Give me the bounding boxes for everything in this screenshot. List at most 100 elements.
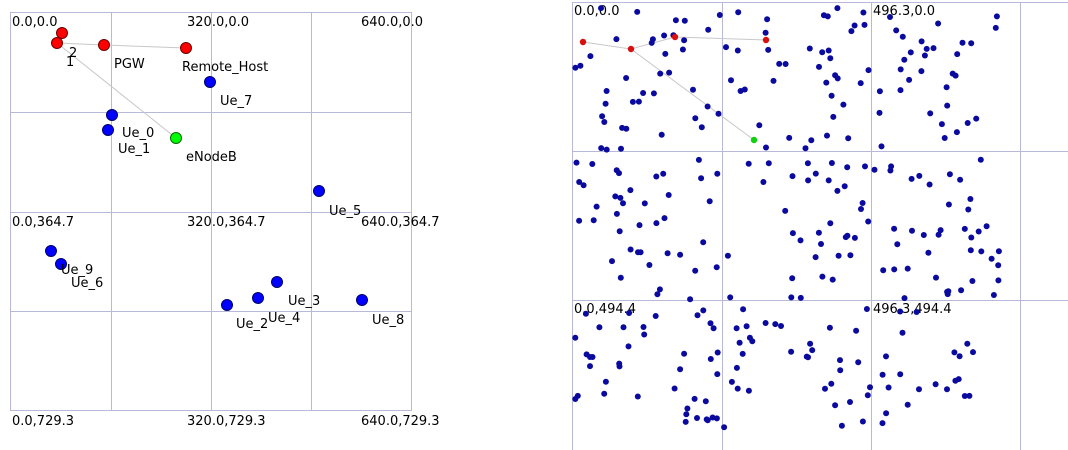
ue-dot[interactable] (909, 227, 915, 234)
ue-dot[interactable] (958, 287, 965, 294)
ue-dot[interactable] (760, 179, 767, 185)
ue-dot[interactable] (745, 387, 752, 394)
ue-dot[interactable] (724, 252, 731, 259)
ue-dot[interactable] (690, 86, 696, 93)
ue-dot[interactable] (885, 384, 892, 391)
ue-dot[interactable] (657, 70, 664, 77)
ue-dot[interactable] (707, 320, 714, 327)
ue-dot[interactable] (736, 339, 743, 346)
ue-dot[interactable] (700, 239, 707, 246)
ue-dot[interactable] (837, 367, 844, 374)
node-ue-marker[interactable] (356, 294, 368, 306)
ue-dot[interactable] (961, 225, 968, 232)
node-ue3[interactable]: Ue_3 (271, 276, 321, 310)
node-ue-marker[interactable] (313, 185, 325, 197)
ue-dot[interactable] (845, 135, 852, 142)
ue-dot[interactable] (580, 182, 587, 189)
ue-dot[interactable] (827, 220, 834, 227)
ue-dot[interactable] (967, 247, 974, 254)
ue-dot[interactable] (804, 160, 811, 167)
node-ue-marker[interactable] (102, 124, 114, 136)
ue-dot[interactable] (789, 230, 796, 237)
ue-dot[interactable] (641, 200, 648, 207)
ue-dot[interactable] (653, 220, 660, 227)
ue-dot[interactable] (809, 347, 816, 354)
ue-dot[interactable] (887, 14, 893, 20)
ue-dot[interactable] (635, 98, 642, 105)
ue-dot[interactable] (879, 420, 886, 427)
ue-dot[interactable] (619, 124, 626, 131)
ue-dot[interactable] (860, 9, 867, 16)
ue-dot[interactable] (789, 275, 796, 282)
ue-dot[interactable] (646, 262, 653, 268)
ue-dot[interactable] (847, 252, 854, 259)
ue-dot[interactable] (965, 206, 972, 213)
ue-dot[interactable] (587, 363, 593, 370)
node-core-marker[interactable] (98, 39, 110, 51)
ue-dot[interactable] (883, 353, 889, 360)
ue-dot[interactable] (812, 254, 819, 261)
ue-dot[interactable] (918, 68, 925, 75)
ue-dot[interactable] (714, 371, 721, 378)
ue-dot[interactable] (894, 241, 901, 248)
ue-dot[interactable] (968, 40, 975, 47)
ue-dot[interactable] (664, 250, 671, 257)
ue-dot[interactable] (818, 241, 824, 247)
ue-dot[interactable] (930, 45, 937, 52)
ue-dot[interactable] (576, 179, 583, 185)
ue-dot[interactable] (951, 349, 958, 356)
ue-dot[interactable] (925, 249, 932, 256)
ue-dot[interactable] (920, 232, 927, 238)
ue-dot[interactable] (603, 88, 610, 94)
ue-dot[interactable] (876, 88, 883, 95)
ue-dot[interactable] (904, 401, 911, 408)
ue-dot[interactable] (933, 274, 939, 281)
node-ue7[interactable]: Ue_7 (204, 76, 253, 110)
ue-dot[interactable] (692, 115, 699, 122)
ue-dot[interactable] (681, 350, 688, 357)
ue-dot[interactable] (923, 45, 930, 52)
ue-dot[interactable] (613, 36, 620, 43)
ue-dot[interactable] (713, 415, 720, 422)
ue-dot[interactable] (822, 385, 828, 392)
ue-dot[interactable] (995, 262, 1002, 269)
ue-dot[interactable] (640, 90, 647, 96)
ue-dot[interactable] (640, 324, 647, 330)
ue-dot[interactable] (756, 122, 763, 129)
node-ue-marker[interactable] (45, 245, 57, 257)
ue-dot[interactable] (899, 33, 906, 40)
ue-dot[interactable] (861, 21, 868, 28)
ue-dot[interactable] (995, 277, 1002, 284)
ue-dot[interactable] (835, 252, 842, 259)
ue-dot[interactable] (807, 340, 814, 347)
ue-dot[interactable] (944, 386, 950, 393)
ue-dot[interactable] (582, 310, 589, 317)
node-ue-marker[interactable] (271, 276, 283, 288)
ue-dot[interactable] (906, 76, 913, 83)
ue-dot[interactable] (612, 193, 619, 200)
ue-dot[interactable] (838, 422, 845, 429)
ue-dot[interactable] (609, 258, 615, 265)
ue-dot[interactable] (806, 45, 813, 52)
ue-dot[interactable] (577, 62, 584, 69)
ue-dot[interactable] (978, 248, 985, 255)
ue-dot[interactable] (589, 161, 596, 167)
ue-dot[interactable] (627, 187, 634, 194)
ue-dot[interactable] (862, 163, 868, 170)
ue-dot[interactable] (969, 278, 976, 284)
ue-dot[interactable] (853, 327, 860, 334)
ue-dot[interactable] (865, 218, 872, 225)
ue-dot[interactable] (968, 234, 975, 241)
ue-dot[interactable] (641, 331, 648, 338)
ue-dot[interactable] (945, 201, 952, 208)
ue-dot[interactable] (602, 100, 609, 107)
ue-dot[interactable] (778, 323, 784, 329)
ue-dot[interactable] (826, 324, 833, 331)
ue-dot[interactable] (973, 115, 980, 122)
ue-dot[interactable] (620, 324, 627, 331)
ue-dot[interactable] (672, 17, 679, 24)
ue-dot[interactable] (692, 267, 699, 274)
node-ue6[interactable]: Ue_6 (55, 258, 104, 292)
ue-dot[interactable] (901, 56, 908, 63)
node-ue-marker[interactable] (55, 258, 67, 270)
